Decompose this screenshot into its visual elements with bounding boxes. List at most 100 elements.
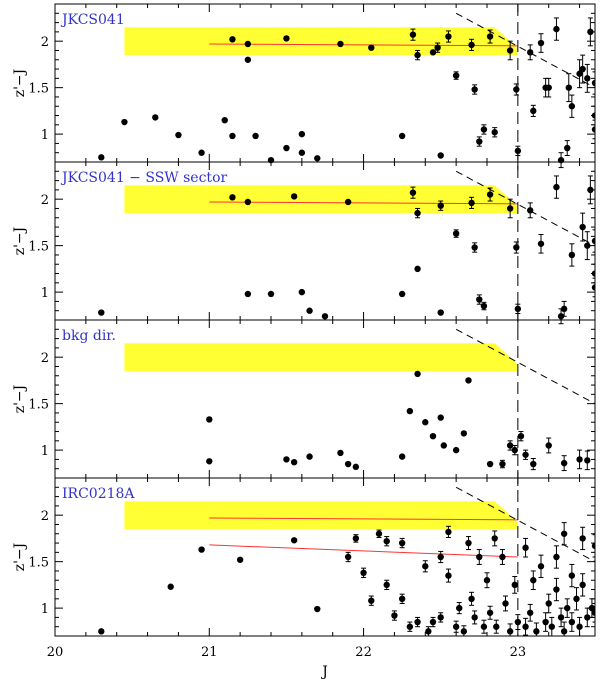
data-point [480, 302, 488, 310]
data-point [290, 193, 298, 200]
data-point [406, 407, 414, 415]
data-point [591, 542, 595, 550]
data-point [298, 130, 306, 138]
data-point [290, 459, 298, 466]
data-point [579, 223, 586, 231]
panel-label: bkg dir. [62, 328, 116, 344]
model-line-1 [209, 201, 518, 205]
data-point [244, 56, 252, 63]
data-point [368, 44, 375, 51]
data-point [229, 132, 236, 140]
data-point [267, 290, 275, 298]
data-point [579, 581, 586, 589]
data-point [167, 583, 174, 590]
y-tick-label: 2 [41, 193, 49, 208]
data-point [437, 202, 444, 209]
data-point [422, 419, 429, 426]
data-point [527, 609, 534, 616]
y-tick-label: 2 [41, 351, 49, 366]
data-point [398, 290, 406, 298]
data-point [517, 432, 525, 440]
data-point [452, 446, 460, 454]
data-point [553, 553, 560, 561]
data-point [429, 432, 437, 440]
completeness-line [455, 486, 595, 563]
data-point [452, 230, 460, 237]
data-point [545, 84, 552, 91]
panel-4 [98, 486, 595, 636]
panel-3 [124, 328, 595, 472]
y-tick-label: 1 [41, 444, 49, 459]
data-point [252, 132, 259, 140]
data-point [584, 614, 591, 621]
data-point [406, 623, 414, 630]
data-point [499, 460, 506, 468]
data-point [483, 577, 491, 584]
data-point [522, 623, 529, 630]
data-point [553, 183, 560, 191]
data-point [121, 118, 128, 126]
data-point [542, 618, 549, 626]
data-point [576, 456, 583, 463]
data-point [486, 460, 494, 468]
data-point [591, 79, 595, 87]
data-point [560, 305, 568, 313]
data-point [437, 614, 444, 621]
data-point [553, 25, 560, 33]
data-point [290, 537, 298, 544]
y-axis-title: z'−J [12, 385, 28, 414]
panel-2 [98, 170, 595, 325]
data-point [486, 609, 494, 616]
data-point [206, 416, 213, 423]
data-point [471, 86, 478, 93]
data-point [560, 628, 568, 635]
data-point [398, 132, 406, 140]
data-point [414, 265, 421, 273]
data-point [244, 40, 252, 48]
data-point [557, 313, 565, 320]
y-tick-label: 1.5 [28, 240, 49, 255]
data-point [506, 442, 514, 449]
red-sequence-band [124, 501, 518, 530]
data-point [557, 614, 565, 621]
data-point [591, 284, 595, 291]
data-point [511, 446, 518, 454]
data-point [576, 70, 583, 77]
panel-frame-3: 1 1.5 2 z'−J bkg dir. [12, 319, 596, 479]
data-point [486, 33, 494, 40]
y-tick-label: 1.5 [28, 82, 49, 97]
red-sequence-band [124, 27, 518, 56]
data-point [414, 209, 421, 217]
data-point [391, 612, 398, 619]
panel-label: JKCS041 [60, 12, 125, 28]
completeness-line [455, 170, 595, 247]
data-point [429, 618, 437, 626]
data-point [591, 126, 595, 133]
data-point [236, 556, 244, 563]
data-point [229, 36, 236, 43]
data-point [502, 600, 509, 607]
data-point [530, 577, 537, 584]
data-point [511, 581, 518, 589]
data-point [480, 623, 488, 630]
data-point [476, 138, 483, 145]
data-point [283, 456, 290, 463]
data-point [244, 198, 252, 206]
data-point [480, 126, 488, 133]
model-line-1 [209, 517, 518, 521]
data-point [471, 244, 478, 251]
data-point [344, 198, 352, 206]
data-point [591, 609, 595, 616]
data-point [175, 131, 182, 139]
data-point [576, 623, 583, 630]
data-point [445, 572, 452, 579]
data-point [337, 449, 344, 457]
model-line-2 [209, 544, 518, 558]
data-point [468, 41, 475, 49]
data-point [244, 290, 252, 298]
data-point [198, 546, 205, 553]
data-point [398, 595, 406, 603]
y-tick-label: 1 [41, 602, 49, 617]
data-point [506, 47, 514, 54]
